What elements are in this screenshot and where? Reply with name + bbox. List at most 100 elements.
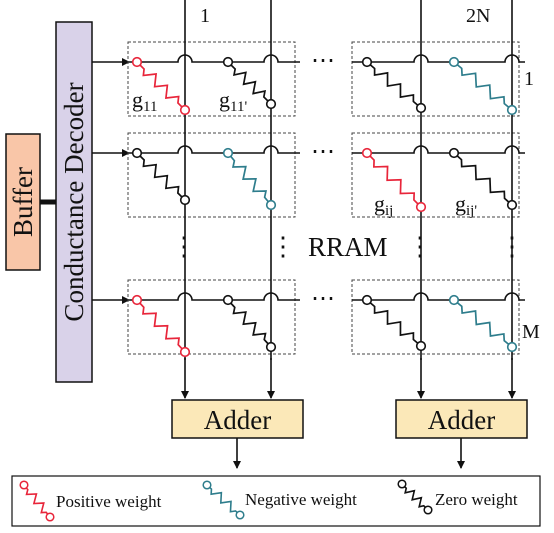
- memristor-terminal: [265, 199, 277, 211]
- memristor-terminal: [361, 294, 373, 306]
- negative-weight-memristor: [448, 56, 518, 116]
- memristor-zigzag: [206, 484, 241, 516]
- memristor-terminal: [506, 341, 518, 353]
- ellipsis-vertical: ⋮: [499, 232, 525, 261]
- legend: Positive weight Negative weight Zero wei…: [11, 475, 541, 527]
- memristor-terminal: [265, 341, 277, 353]
- ellipsis-vertical: ⋮: [171, 232, 197, 261]
- cell-label-g11: g11: [132, 87, 157, 115]
- column-index-last: 2N: [466, 5, 490, 27]
- memristor-zigzag: [227, 152, 272, 206]
- memristor-terminal: [235, 510, 245, 520]
- ellipsis-horizontal: ⋯: [311, 139, 335, 165]
- adder-right: Adder: [395, 399, 528, 439]
- memristor-terminal: [131, 56, 143, 68]
- ellipsis-vertical: ⋮: [270, 232, 296, 261]
- memristor-zigzag: [453, 299, 513, 348]
- memristor-zigzag: [136, 152, 186, 201]
- ellipsis-horizontal: ⋯: [311, 48, 335, 74]
- row-wire: [352, 145, 525, 154]
- memristor-terminal: [19, 480, 29, 490]
- row-wire: [129, 292, 300, 301]
- positive-weight-memristor: [361, 147, 427, 213]
- zero-weight-memristor: [361, 56, 427, 114]
- rram-label: RRAM: [308, 232, 388, 262]
- memristor-terminal: [222, 294, 234, 306]
- memristor-zigzag: [227, 299, 272, 348]
- crossbar-grid: [127, 0, 525, 360]
- memristor-terminal: [415, 102, 427, 114]
- memristor-zigzag: [453, 61, 513, 111]
- row-wire: [352, 54, 525, 63]
- memristor-terminal: [361, 147, 373, 159]
- memristor-zigzag: [366, 299, 422, 347]
- adder-right-label: Adder: [428, 405, 495, 435]
- zero-weight-memristor: [222, 294, 277, 353]
- zero-weight-memristor: [222, 56, 277, 110]
- memristor-terminal: [131, 294, 143, 306]
- adder-left: Adder: [171, 399, 304, 439]
- memristor-cells: [131, 56, 518, 358]
- cell-group-box: [351, 132, 520, 218]
- column-index-first: 1: [200, 5, 210, 27]
- memristor-terminal: [361, 56, 373, 68]
- cell-group-box: [127, 41, 296, 117]
- legend-negative-icon: [202, 480, 245, 520]
- zero-weight-memristor: [131, 147, 191, 206]
- negative-weight-memristor: [222, 147, 277, 211]
- adder-left-label: Adder: [204, 405, 271, 435]
- memristor-zigzag: [23, 484, 51, 518]
- memristor-zigzag: [401, 483, 429, 511]
- memristor-zigzag: [453, 152, 513, 206]
- cell-label-gij-prime: gij': [455, 191, 477, 219]
- conductance-decoder-block: Conductance Decoder: [55, 21, 93, 383]
- memristor-terminal: [415, 340, 427, 352]
- negative-weight-memristor: [448, 294, 518, 353]
- positive-weight-memristor: [131, 294, 191, 358]
- memristor-terminal: [179, 194, 191, 206]
- memristor-terminal: [506, 104, 518, 116]
- memristor-terminal: [202, 480, 212, 490]
- memristor-zigzag: [136, 61, 186, 111]
- memristor-terminal: [397, 479, 407, 489]
- ellipsis-vertical: ⋮: [407, 232, 433, 261]
- cell-label-gij: gij: [374, 191, 393, 219]
- memristor-zigzag: [366, 61, 422, 109]
- legend-positive-label: Positive weight: [56, 492, 162, 511]
- legend-positive-icon: [19, 480, 55, 522]
- memristor-terminal: [179, 104, 191, 116]
- memristor-terminal: [448, 56, 460, 68]
- memristor-zigzag: [136, 299, 186, 353]
- cell-group-box: [127, 132, 296, 218]
- memristor-terminal: [448, 147, 460, 159]
- legend-zero-label: Zero weight: [435, 490, 518, 509]
- cell-group-box: [127, 279, 296, 355]
- row-wire: [129, 54, 300, 63]
- legend-negative-label: Negative weight: [245, 490, 357, 509]
- legend-zero-icon: [397, 479, 433, 515]
- cell-group-box: [351, 279, 520, 355]
- memristor-terminal: [506, 199, 518, 211]
- memristor-terminal: [179, 346, 191, 358]
- buffer-block: Buffer: [5, 133, 41, 271]
- row-wire: [129, 145, 300, 154]
- memristor-terminal: [45, 512, 55, 522]
- memristor-zigzag: [227, 61, 272, 105]
- memristor-terminal: [222, 56, 234, 68]
- memristor-terminal: [415, 201, 427, 213]
- row-index-last: M: [522, 321, 540, 343]
- memristor-terminal: [222, 147, 234, 159]
- decoder-label: Conductance Decoder: [59, 82, 89, 321]
- positive-weight-memristor: [131, 56, 191, 116]
- memristor-terminal: [131, 147, 143, 159]
- memristor-terminal: [423, 505, 433, 515]
- zero-weight-memristor: [448, 147, 518, 211]
- row-index-first: 1: [524, 68, 534, 90]
- memristor-terminal: [265, 98, 277, 110]
- memristor-terminal: [448, 294, 460, 306]
- cell-group-box: [351, 41, 520, 117]
- row-wire: [352, 292, 525, 301]
- cell-label-g11-prime: g11': [219, 87, 247, 115]
- zero-weight-memristor: [361, 294, 427, 352]
